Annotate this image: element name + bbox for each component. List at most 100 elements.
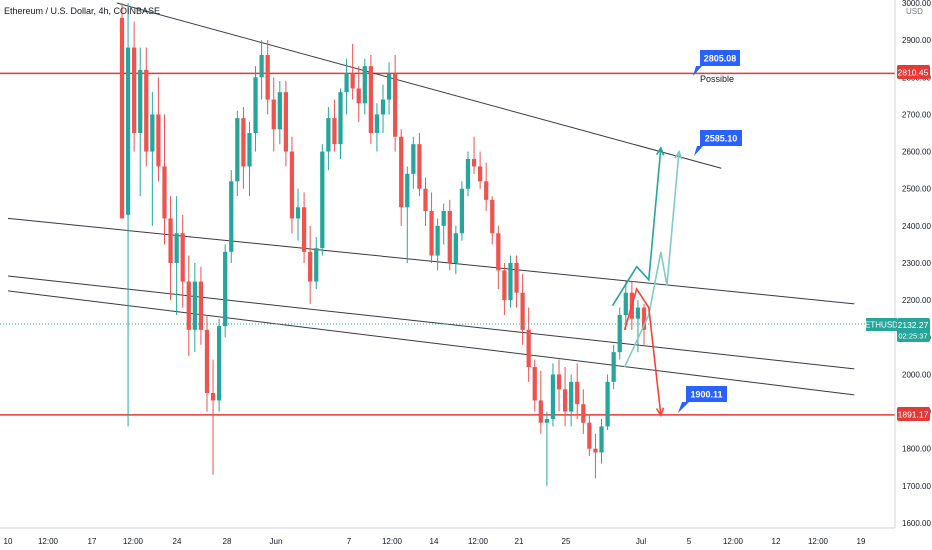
candle-body-55 [453, 233, 458, 263]
candle-body-20 [241, 118, 246, 167]
price-tick-4: 2600.00 [902, 148, 931, 157]
callout-1900-bg [678, 386, 727, 413]
callout-1900-value: 1900.11 [690, 390, 722, 400]
projection-path-2 [623, 287, 662, 416]
candle-body-76 [581, 404, 586, 423]
time-tick-12: 25 [562, 537, 571, 546]
price-axis-background [895, 0, 932, 550]
candle-body-67 [526, 329, 531, 367]
candle-body-16 [216, 326, 222, 401]
candle-body-34 [326, 118, 331, 152]
candle-body-14 [204, 329, 210, 393]
candle-body-29 [295, 207, 301, 219]
candle-body-71 [550, 374, 556, 419]
ethusd-tag-bg [866, 318, 897, 331]
candle-body-43 [380, 99, 386, 115]
candle-body-19 [235, 118, 240, 182]
price-tick-5: 2500.00 [902, 185, 931, 194]
level-tag-lower: 1891.17 [898, 410, 929, 420]
candle-body-0 [119, 17, 125, 219]
time-tick-15: 12:00 [723, 537, 744, 546]
trendline-0 [116, 2, 722, 169]
callout-2805-bg [693, 50, 740, 76]
time-tick-11: 21 [515, 537, 524, 546]
price-tick-1: 2900.00 [902, 36, 931, 45]
candle-body-40 [362, 66, 367, 104]
candle-body-33 [320, 151, 325, 249]
current-price-value: 2132.27 [898, 320, 929, 330]
candle-body-42 [374, 114, 380, 133]
price-axis-ticks[interactable]: 3000.002900.002800.002700.002600.002500.… [902, 0, 931, 528]
time-axis-background [0, 528, 932, 550]
price-tick-14: 1600.00 [902, 519, 931, 528]
candle-body-23 [259, 55, 264, 78]
price-tick-10: 2000.00 [902, 370, 931, 379]
time-tick-10: 12:00 [468, 537, 489, 546]
candle-body-73 [562, 389, 568, 412]
callout-2805[interactable]: 2805.08 Possible [693, 50, 740, 84]
price-tick-8: 2200.00 [902, 296, 931, 305]
candle-body-10 [180, 233, 185, 282]
candle-body-74 [569, 381, 574, 412]
ethusd-tag: ETHUSD [865, 321, 898, 330]
candle-body-46 [399, 136, 404, 208]
candle-body-22 [253, 77, 258, 133]
candle-body-62 [496, 233, 501, 271]
time-tick-2: 17 [88, 537, 97, 546]
horizontal-levels [0, 72, 895, 416]
candle-body-59 [477, 166, 483, 182]
candle-body-2 [132, 47, 137, 134]
callout-2805-value: 2805.08 [704, 54, 737, 64]
time-tick-4: 24 [173, 537, 182, 546]
price-tick-13: 1700.00 [902, 482, 931, 491]
candle-body-18 [229, 181, 234, 252]
time-axis-ticks[interactable]: 10 12:00 17 12:00 24 28 Jun 7 12:00 14 12:00 21 25 Ju… [4, 537, 866, 546]
callout-2585[interactable]: 2585.10 [694, 130, 742, 156]
candle-body-28 [289, 151, 295, 219]
candle-body-75 [575, 381, 580, 405]
candle-body-54 [447, 211, 452, 263]
candle-body-36 [338, 92, 343, 145]
candle-body-5 [150, 114, 155, 152]
candle-body-25 [271, 99, 276, 130]
candle-body-80 [605, 381, 610, 427]
candle-body-53 [441, 211, 446, 226]
candle-body-49 [417, 144, 422, 189]
candle-body-79 [599, 426, 604, 453]
candle-body-60 [484, 181, 489, 200]
candle-body-57 [465, 159, 471, 189]
callout-1900[interactable]: 1900.11 [678, 386, 727, 413]
candle-body-83 [623, 292, 628, 315]
candle-body-12 [192, 281, 197, 330]
price-tick-3: 2700.00 [902, 110, 931, 119]
candle-body-56 [459, 188, 465, 234]
candle-body-3 [138, 69, 143, 133]
candle-body-27 [283, 92, 289, 152]
candle-body-15 [210, 393, 216, 401]
currency-label: USD [906, 7, 923, 16]
candle-body-8 [168, 218, 173, 263]
trendline-3 [7, 290, 855, 396]
candle-body-37 [344, 73, 349, 93]
countdown-timer: 02:25:37 [898, 332, 927, 341]
candle-body-68 [532, 367, 537, 401]
candle-body-70 [544, 419, 550, 423]
candle-body-30 [301, 207, 307, 252]
trendline-2 [7, 275, 855, 370]
level-tag-lower-bg [897, 407, 930, 421]
candle-body-82 [617, 315, 622, 353]
candle-body-64 [508, 263, 513, 301]
candles[interactable] [119, 3, 647, 486]
candle-body-86 [641, 307, 647, 330]
candle-body-24 [265, 55, 270, 100]
candle-body-17 [223, 251, 228, 327]
callout-2805-note: Possible [700, 74, 734, 84]
candle-body-38 [350, 73, 355, 89]
candle-body-26 [277, 92, 282, 130]
candle-body-52 [435, 225, 440, 256]
time-tick-13: Jul [636, 537, 646, 546]
time-tick-16: 12 [772, 537, 781, 546]
candle-body-13 [198, 281, 204, 330]
